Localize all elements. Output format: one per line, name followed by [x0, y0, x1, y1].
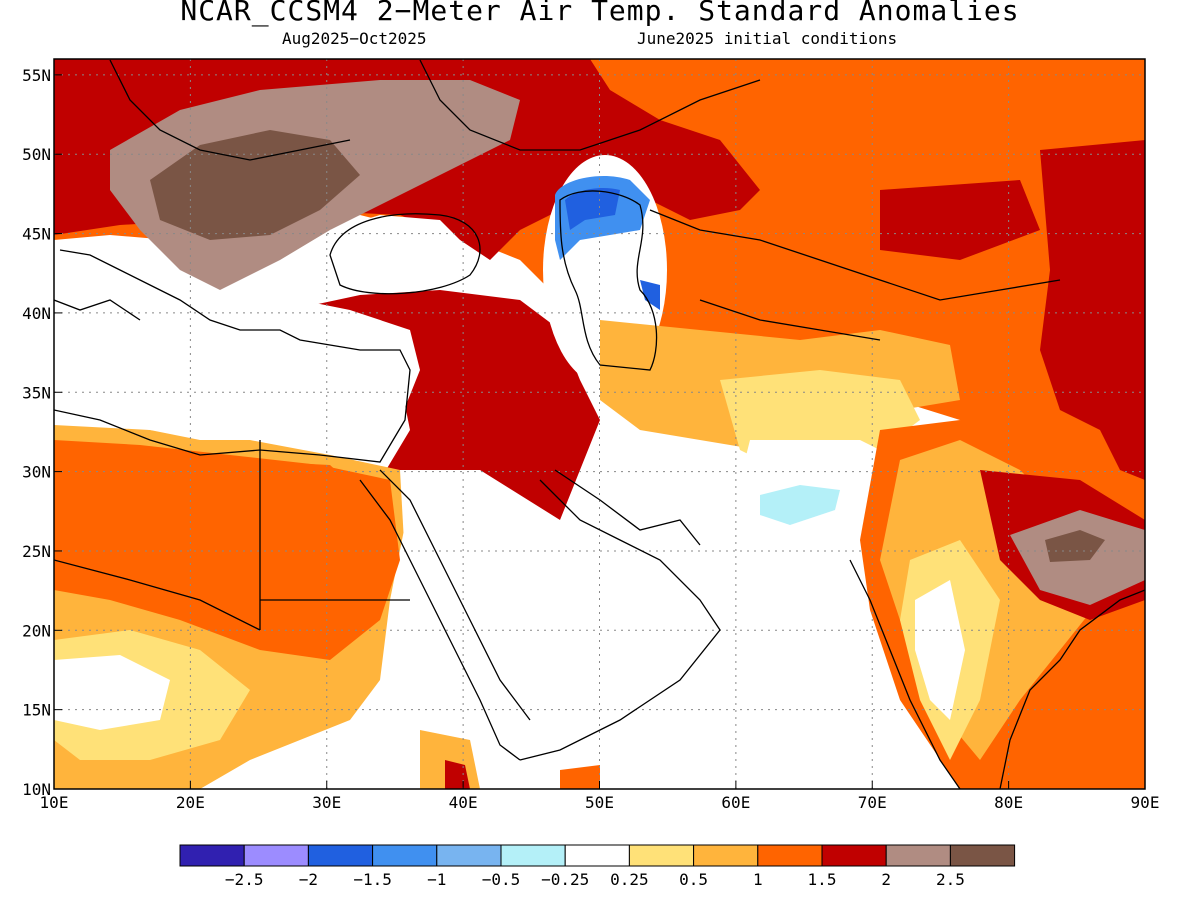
legend-swatch: [243, 844, 309, 867]
legend-label: −1.5: [353, 870, 392, 889]
longitude-label: 10E: [40, 793, 69, 812]
coastlines: [54, 59, 1145, 789]
legend-label: 2.5: [936, 870, 965, 889]
anomaly-fields: [54, 59, 1145, 789]
legend-label: 2: [881, 870, 891, 889]
longitude-labels: 10E 20E 30E 40E 50E 60E 70E 80E 90E: [40, 781, 1160, 812]
longitude-label: 90E: [1131, 793, 1160, 812]
legend-label: 1.5: [808, 870, 837, 889]
latitude-label: 35N: [22, 383, 51, 402]
longitude-label: 70E: [858, 793, 887, 812]
legend-swatch: [179, 844, 245, 867]
legend-swatch: [821, 844, 887, 867]
legend-swatch: [757, 844, 823, 867]
latitude-labels: 10N 15N 20N 25N 30N 35N 40N 45N 50N 55N: [22, 66, 62, 799]
latitude-label: 25N: [22, 542, 51, 561]
legend-swatch: [693, 844, 759, 867]
legend-swatch: [949, 844, 1016, 867]
latitude-label: 55N: [22, 66, 51, 85]
initial-conditions: June2025 initial conditions: [637, 29, 898, 48]
legend-label: −2: [299, 870, 318, 889]
longitude-label: 50E: [585, 793, 614, 812]
longitude-label: 20E: [176, 793, 205, 812]
legend-swatch: [436, 844, 502, 867]
legend-label: −1: [427, 870, 446, 889]
longitude-label: 30E: [312, 793, 341, 812]
legend-swatch: [885, 844, 951, 867]
color-legend: −2.5 −2 −1.5 −1 −0.5 −0.25 0.25 0.5 1 1.5 2 2.5: [179, 844, 1016, 889]
legend-label: 1: [753, 870, 763, 889]
latitude-label: 50N: [22, 145, 51, 164]
legend-swatch: [307, 844, 374, 867]
legend-swatch: [564, 844, 630, 867]
longitude-label: 40E: [449, 793, 478, 812]
latitude-label: 20N: [22, 621, 51, 640]
latitude-label: 40N: [22, 304, 51, 323]
latitude-label: 30N: [22, 463, 51, 482]
latitude-label: 45N: [22, 225, 51, 244]
legend-label: −0.5: [482, 870, 521, 889]
map-title: NCAR_CCSM4 2−Meter Air Temp. Standard An…: [180, 0, 1020, 27]
latitude-label: 15N: [22, 701, 51, 720]
legend-swatch: [372, 844, 438, 867]
legend-swatch: [500, 844, 566, 867]
legend-label: −2.5: [225, 870, 264, 889]
gridlines: [54, 59, 1145, 789]
legend-label: 0.25: [610, 870, 649, 889]
legend-label: 0.5: [679, 870, 708, 889]
longitude-label: 80E: [994, 793, 1023, 812]
legend-label: −0.25: [541, 870, 589, 889]
longitude-label: 60E: [721, 793, 750, 812]
latitude-label: 10N: [22, 780, 51, 799]
legend-swatch: [628, 844, 695, 867]
forecast-period: Aug2025−Oct2025: [282, 29, 427, 48]
